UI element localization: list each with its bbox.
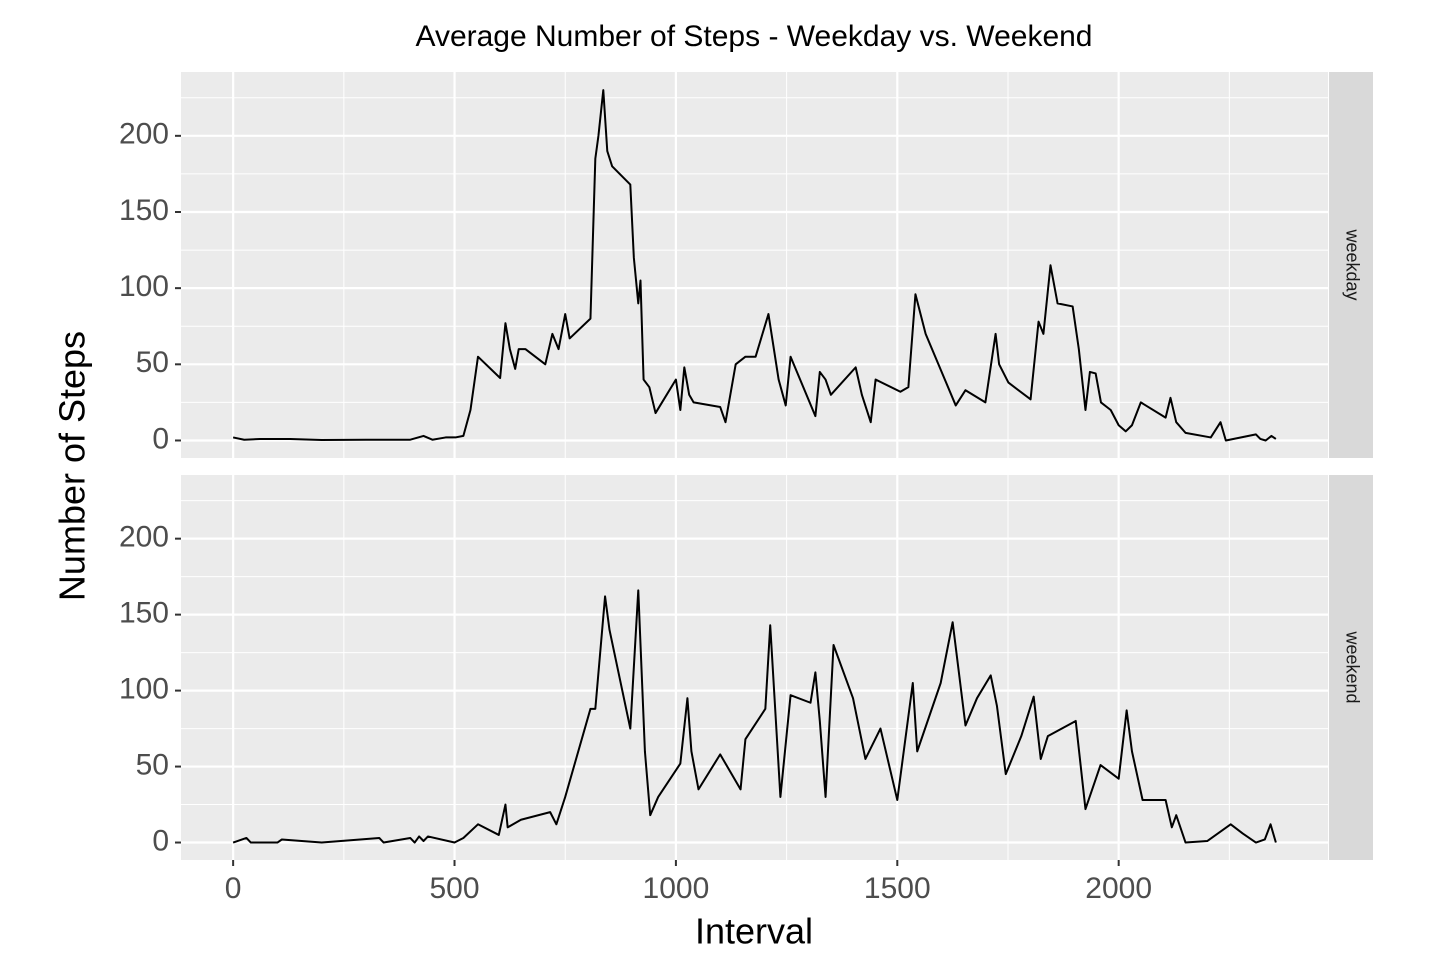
x-axis-label: Interval [695, 911, 813, 952]
y-tick-label: 200 [119, 118, 169, 151]
panel-background [181, 72, 1328, 458]
y-tick-label: 50 [136, 748, 169, 781]
y-tick-label: 50 [136, 346, 169, 379]
y-axis-label: Number of Steps [52, 331, 93, 601]
strip-label: weekend [1342, 630, 1362, 703]
y-tick-label: 100 [119, 673, 169, 706]
y-tick-label: 0 [152, 824, 169, 857]
chart-title: Average Number of Steps - Weekday vs. We… [415, 20, 1092, 53]
y-tick-label: 200 [119, 521, 169, 554]
data-line [232, 589, 1277, 844]
x-tick-label: 500 [429, 872, 479, 905]
x-tick-label: 1500 [864, 872, 931, 905]
strip-label: weekday [1342, 228, 1362, 300]
y-tick-label: 150 [119, 597, 169, 630]
x-tick-label: 1000 [643, 872, 710, 905]
data-line [232, 89, 1277, 442]
strip-background [1329, 72, 1373, 458]
y-tick-label: 0 [152, 422, 169, 455]
x-tick-label: 2000 [1085, 872, 1152, 905]
x-tick-label: 0 [225, 872, 242, 905]
y-tick-label: 150 [119, 194, 169, 227]
panel-background [181, 475, 1328, 860]
strip-background [1329, 475, 1373, 860]
y-tick-label: 100 [119, 270, 169, 303]
